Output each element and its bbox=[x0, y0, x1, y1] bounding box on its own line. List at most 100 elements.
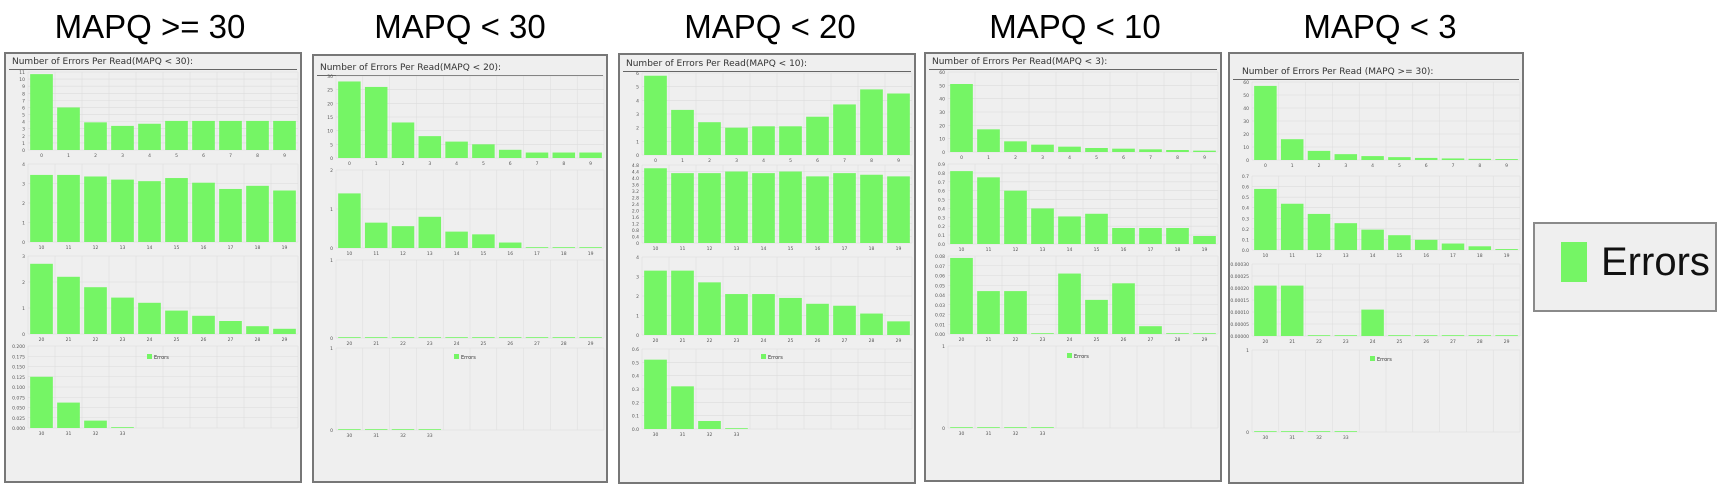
x-tick-label: 4 bbox=[1371, 163, 1374, 169]
x-tick-label: 29 bbox=[588, 341, 594, 347]
bar bbox=[418, 216, 442, 248]
bar bbox=[779, 126, 802, 155]
x-tick-label: 17 bbox=[534, 251, 540, 257]
x-tick-label: 32 bbox=[400, 433, 406, 439]
bar bbox=[273, 120, 296, 150]
bar bbox=[1280, 139, 1304, 160]
bar bbox=[644, 75, 667, 155]
y-tick-label: 0.06 bbox=[935, 274, 945, 280]
x-tick-label: 8 bbox=[870, 158, 873, 164]
x-tick-label: 33 bbox=[120, 431, 126, 437]
y-tick-label: 0 bbox=[942, 150, 945, 156]
x-tick-label: 29 bbox=[1202, 337, 1208, 343]
x-tick-label: 13 bbox=[1040, 247, 1046, 253]
y-tick-label: 4 bbox=[636, 255, 639, 261]
bar bbox=[192, 315, 215, 334]
bar bbox=[165, 120, 188, 150]
column-title-mapq-lt-10: MAPQ < 10 bbox=[989, 8, 1161, 45]
y-tick-label: 50 bbox=[939, 83, 945, 89]
y-tick-label: 0.050 bbox=[12, 406, 25, 412]
y-tick-label: 0.000 bbox=[12, 426, 25, 432]
y-tick-label: 1 bbox=[330, 207, 333, 213]
x-tick-label: 8 bbox=[562, 161, 565, 167]
bar bbox=[1361, 156, 1384, 160]
x-tick-label: 9 bbox=[1505, 163, 1508, 169]
bar bbox=[552, 337, 576, 338]
bar bbox=[833, 104, 856, 155]
x-tick-label: 24 bbox=[454, 341, 460, 347]
bar bbox=[579, 152, 602, 158]
bar bbox=[111, 427, 134, 428]
x-tick-label: 26 bbox=[815, 338, 821, 344]
bar bbox=[418, 136, 442, 158]
chart-row: 0.000 0.025 0.050 0.075 0.100 0.125 0.150 0.175… bbox=[12, 344, 299, 437]
x-tick-label: 18 bbox=[561, 251, 567, 257]
y-tick-label: 1.2 bbox=[632, 222, 639, 228]
bar bbox=[57, 107, 80, 150]
x-tick-label: 25 bbox=[788, 338, 794, 344]
x-tick-label: 16 bbox=[815, 246, 821, 252]
x-tick-label: 33 bbox=[734, 432, 740, 438]
y-tick-label: 30 bbox=[327, 74, 333, 80]
bar bbox=[391, 337, 415, 338]
y-tick-label: 2.8 bbox=[632, 196, 639, 202]
bar bbox=[671, 109, 694, 155]
x-tick-label: 28 bbox=[1175, 337, 1181, 343]
x-tick-label: 30 bbox=[959, 431, 965, 437]
chart-title: Number of Errors Per Read(MAPQ < 20): bbox=[320, 63, 502, 73]
y-tick-label: 40 bbox=[1243, 106, 1249, 112]
bar bbox=[391, 122, 415, 158]
y-tick-label: 30 bbox=[1243, 119, 1249, 125]
x-tick-label: 14 bbox=[1067, 247, 1073, 253]
bar bbox=[725, 127, 748, 155]
y-tick-label: 4.8 bbox=[632, 163, 639, 169]
x-tick-label: 11 bbox=[680, 246, 686, 252]
y-tick-label: 0 bbox=[1246, 430, 1249, 436]
bar bbox=[752, 173, 775, 243]
bar bbox=[1414, 335, 1438, 336]
x-tick-label: 12 bbox=[707, 246, 713, 252]
y-tick-label: 0 bbox=[1246, 158, 1249, 164]
x-tick-label: 8 bbox=[1478, 163, 1481, 169]
bar bbox=[860, 89, 883, 155]
bar bbox=[1031, 333, 1054, 334]
bar bbox=[1334, 223, 1358, 250]
x-tick-label: 21 bbox=[680, 338, 686, 344]
x-tick-label: 27 bbox=[228, 337, 234, 343]
y-tick-label: 0.4 bbox=[632, 374, 639, 380]
y-tick-label: 10 bbox=[1243, 145, 1249, 151]
bar bbox=[1166, 228, 1189, 244]
bar bbox=[1280, 431, 1304, 432]
x-tick-label: 18 bbox=[1477, 253, 1483, 259]
legend-swatch bbox=[761, 354, 766, 359]
bar bbox=[338, 193, 361, 248]
legend-label: Errors bbox=[1074, 354, 1089, 360]
bar bbox=[833, 173, 856, 243]
bar bbox=[165, 178, 188, 242]
x-tick-label: 0 bbox=[1264, 163, 1267, 169]
x-tick-label: 6 bbox=[509, 161, 512, 167]
chart-row: 0.0 0.1 0.2 0.3 0.4 0.5 0.6 0.7 10 11 12 13 14 15 16 17… bbox=[1242, 174, 1521, 259]
y-tick-label: 1 bbox=[22, 141, 25, 147]
y-tick-label: 0.100 bbox=[12, 385, 25, 391]
chart-row: 0.0 0.1 0.2 0.3 0.4 0.5 0.6 0.7 0.8 0.9 10 11 12 13 14… bbox=[938, 162, 1219, 253]
bar bbox=[472, 234, 495, 248]
y-tick-label: 4 bbox=[636, 98, 639, 104]
y-tick-label: 10 bbox=[939, 137, 945, 143]
x-tick-label: 21 bbox=[66, 337, 72, 343]
y-tick-label: 1 bbox=[942, 344, 945, 350]
x-tick-label: 0 bbox=[40, 153, 43, 159]
y-tick-label: 0.08 bbox=[935, 254, 945, 260]
bar bbox=[57, 174, 80, 242]
x-tick-label: 1 bbox=[681, 158, 684, 164]
y-tick-label: 0.125 bbox=[12, 375, 25, 381]
column-title-mapq-lt-30: MAPQ < 30 bbox=[374, 8, 546, 45]
x-tick-label: 27 bbox=[534, 341, 540, 347]
bar bbox=[887, 321, 910, 335]
y-tick-label: 6 bbox=[22, 105, 25, 111]
x-tick-label: 5 bbox=[1095, 155, 1098, 161]
x-tick-label: 21 bbox=[1289, 339, 1295, 345]
y-tick-label: 0.8 bbox=[632, 228, 639, 234]
x-tick-label: 20 bbox=[959, 337, 965, 343]
